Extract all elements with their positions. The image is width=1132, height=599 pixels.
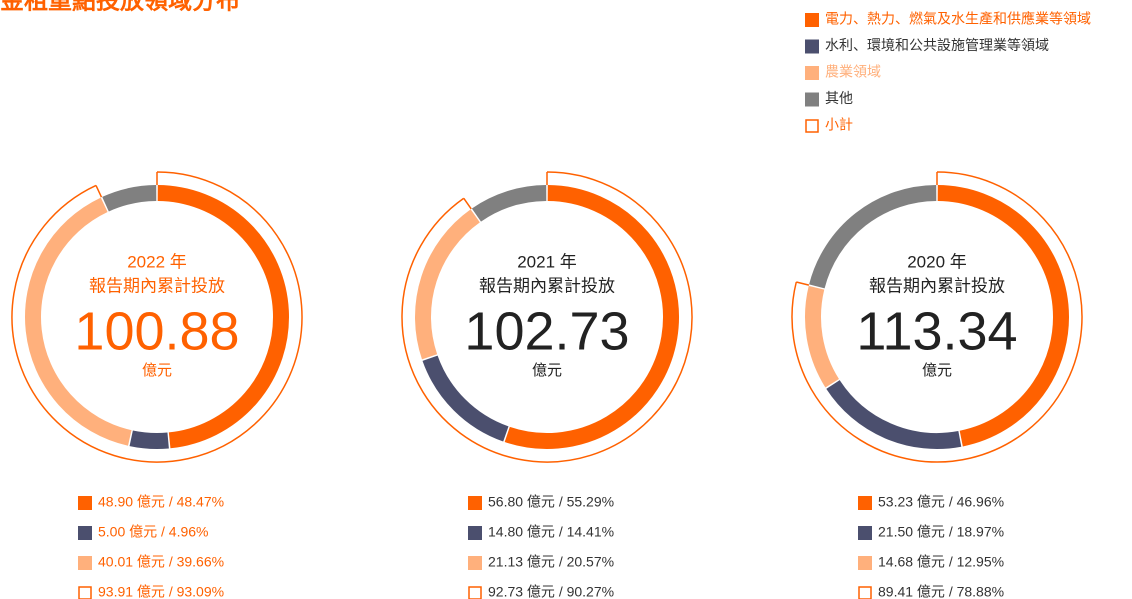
row-swatch: [78, 496, 92, 510]
row-label: 92.73 億元 / 90.27%: [488, 584, 614, 599]
donut-unit: 億元: [142, 362, 172, 379]
row-swatch: [468, 496, 482, 510]
subtotal-end: [796, 281, 810, 286]
donut-segment: [937, 185, 1069, 447]
row-swatch: [78, 586, 92, 599]
donut-segment: [157, 185, 289, 449]
row-swatch: [858, 496, 872, 510]
legend-swatch: [805, 92, 819, 107]
donut-segment: [102, 185, 157, 212]
donut-segment: [415, 209, 480, 360]
row-swatch: [858, 526, 872, 540]
donut-subtitle: 報告期內累計投放: [89, 276, 225, 295]
row-label: 14.68 億元 / 12.95%: [878, 554, 1004, 570]
row-label: 21.13 億元 / 20.57%: [488, 554, 614, 570]
donut-segment: [504, 185, 679, 449]
legend-label: 農業領域: [825, 64, 881, 80]
donut-unit: 億元: [532, 362, 562, 379]
donut-segment: [422, 355, 509, 442]
legend-swatch: [805, 119, 819, 133]
donut-year: 2021 年: [517, 252, 577, 271]
row-swatch: [858, 556, 872, 570]
donut-segment: [25, 197, 132, 446]
subtotal-end: [463, 197, 472, 210]
legend-swatch: [805, 66, 819, 80]
row-swatch: [468, 526, 482, 540]
row-swatch: [468, 556, 482, 570]
subtotal-end: [95, 185, 103, 198]
donut-segment: [471, 185, 547, 222]
legend-label: 水利、環境和公共設施管理業等領域: [825, 37, 1049, 53]
donut-subtitle: 報告期內累計投放: [479, 276, 615, 295]
donut-total: 102.73: [464, 301, 629, 361]
title: 金租重點投放領域分布: [0, 0, 240, 14]
legend-label: 小計: [825, 117, 853, 133]
row-swatch: [78, 556, 92, 570]
row-label: 5.00 億元 / 4.96%: [98, 524, 209, 540]
legend-swatch: [805, 13, 819, 27]
row-label: 48.90 億元 / 48.47%: [98, 494, 224, 510]
row-label: 40.01 億元 / 39.66%: [98, 554, 224, 570]
subtotal-ring: [791, 171, 1083, 463]
subtotal-ring: [401, 171, 693, 463]
legend-label: 其他: [825, 90, 853, 106]
legend-swatch: [805, 39, 819, 54]
donut-total: 113.34: [856, 301, 1017, 361]
subtotal-ring: [11, 171, 303, 463]
donut-year: 2022 年: [127, 252, 187, 271]
donut-unit: 億元: [922, 362, 952, 379]
row-label: 89.41 億元 / 78.88%: [878, 584, 1004, 599]
row-swatch: [468, 586, 482, 599]
row-label: 56.80 億元 / 55.29%: [488, 494, 614, 510]
row-swatch: [78, 526, 92, 540]
donut-subtitle: 報告期內累計投放: [869, 276, 1005, 295]
row-label: 14.80 億元 / 14.41%: [488, 524, 614, 540]
row-label: 53.23 億元 / 46.96%: [878, 494, 1004, 510]
row-label: 21.50 億元 / 18.97%: [878, 524, 1004, 540]
donut-segment: [129, 430, 169, 449]
row-swatch: [858, 586, 872, 599]
donut-segment: [826, 380, 962, 449]
donut-segment: [805, 285, 840, 388]
legend-label: 電力、熱力、燃氣及水生產和供應業等領域: [825, 11, 1091, 27]
donut-year: 2020 年: [907, 252, 967, 271]
donut-segment: [809, 185, 937, 289]
row-label: 93.91 億元 / 93.09%: [98, 584, 224, 599]
donut-total: 100.88: [74, 301, 239, 361]
